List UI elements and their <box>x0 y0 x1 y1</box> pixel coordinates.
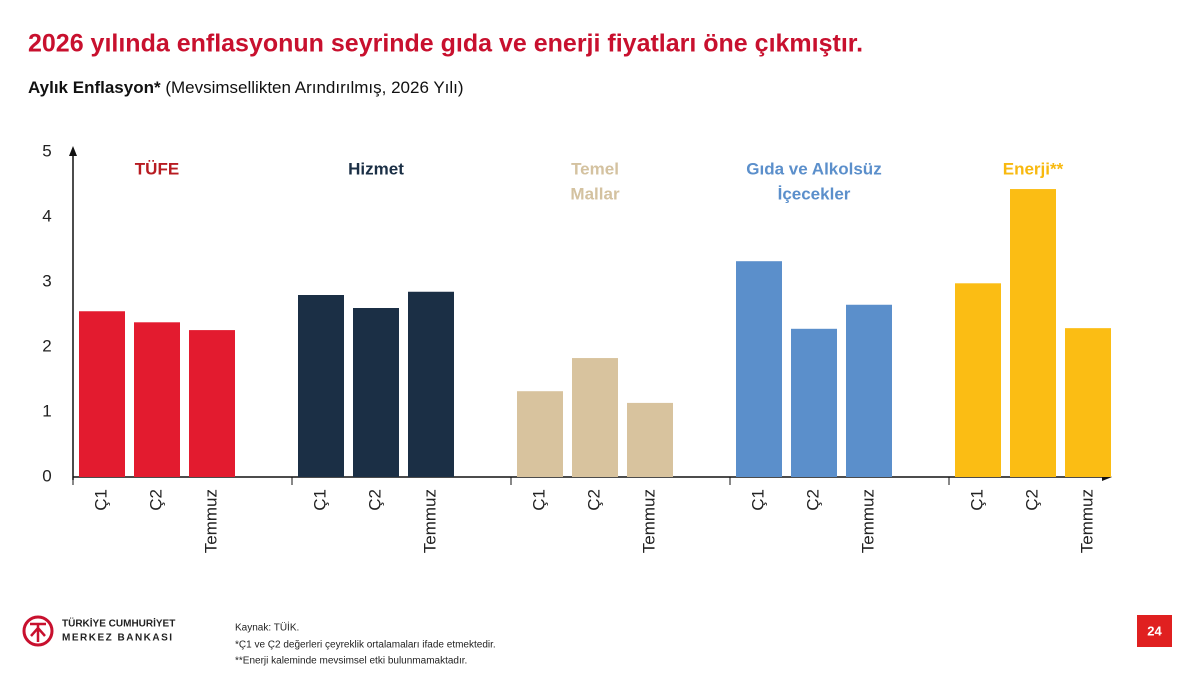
group-label: Gıda ve Alkolsüz <box>746 159 881 178</box>
bar <box>1010 189 1056 478</box>
x-tick-label: Temmuz <box>639 489 658 553</box>
y-tick-label: 0 <box>42 466 51 485</box>
x-tick-label: Ç2 <box>1022 489 1041 511</box>
x-tick-label: Ç1 <box>91 489 110 511</box>
x-tick-label: Ç1 <box>748 489 767 511</box>
bar <box>846 304 892 477</box>
bar <box>298 295 344 477</box>
footnote: *Ç1 ve Ç2 değerleri çeyreklik ortalamala… <box>235 640 496 651</box>
bar <box>134 322 180 477</box>
page-number: 24 <box>1147 623 1162 638</box>
x-tick-label: Ç2 <box>365 489 384 511</box>
footnote: **Enerji kaleminde mevsimsel etki bulunm… <box>235 656 467 667</box>
group-label: TÜFE <box>135 159 179 178</box>
bar <box>736 261 782 477</box>
x-tick-label: Ç2 <box>803 489 822 511</box>
bar <box>408 291 454 477</box>
page-badge <box>1137 615 1172 647</box>
x-tick-label: Ç2 <box>146 489 165 511</box>
subtitle-bold: Aylık Enflasyon* <box>28 78 161 97</box>
bar <box>1065 328 1111 477</box>
x-tick-label: Temmuz <box>201 489 220 553</box>
subtitle-rest: (Mevsimsellikten Arındırılmış, 2026 Yılı… <box>165 78 463 97</box>
x-tick-label: Ç2 <box>584 489 603 511</box>
y-tick-label: 3 <box>42 271 51 290</box>
bar <box>79 311 125 477</box>
logo-line: MERKEZ BANKASI <box>62 633 174 644</box>
bar <box>189 330 235 477</box>
bar <box>353 308 399 477</box>
group-label: Enerji** <box>1003 159 1064 178</box>
bar <box>572 358 618 477</box>
y-tick-label: 5 <box>42 141 51 160</box>
bar <box>517 391 563 477</box>
source-note: Kaynak: TÜİK. <box>235 621 299 634</box>
x-tick-label: Ç1 <box>967 489 986 511</box>
subtitle: Aylık Enflasyon* (Mevsimsellikten Arındı… <box>28 78 464 97</box>
group-label: Hizmet <box>348 159 404 178</box>
bar <box>955 283 1001 477</box>
x-tick-label: Ç1 <box>310 489 329 511</box>
y-tick-label: 4 <box>42 206 51 225</box>
group-label: Temel <box>571 159 619 178</box>
group-label: İçecekler <box>778 184 851 203</box>
y-arrow <box>69 146 77 156</box>
group-label: Mallar <box>570 184 620 203</box>
y-tick-label: 2 <box>42 336 51 355</box>
bar <box>791 328 837 477</box>
y-tick-label: 1 <box>42 401 51 420</box>
logo-line: TÜRKİYE CUMHURİYET <box>62 617 175 630</box>
x-tick-label: Temmuz <box>1077 489 1096 553</box>
logo: TÜRKİYE CUMHURİYET MERKEZ BANKASI <box>22 615 175 647</box>
slide-title: 2026 yılında enflasyonun seyrinde gıda v… <box>28 30 863 58</box>
bar <box>627 402 673 477</box>
x-tick-label: Temmuz <box>858 489 877 553</box>
x-tick-label: Temmuz <box>420 489 439 553</box>
x-tick-label: Ç1 <box>529 489 548 511</box>
